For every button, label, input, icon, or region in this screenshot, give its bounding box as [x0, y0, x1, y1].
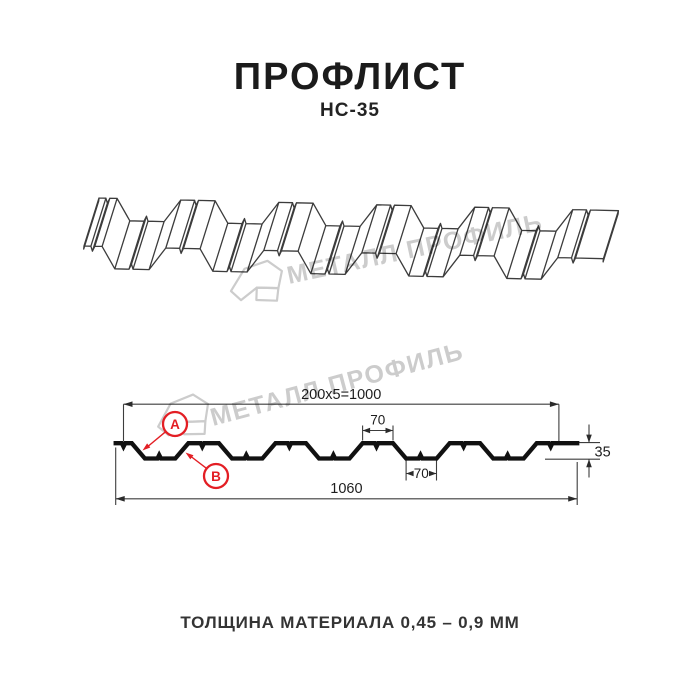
- dim-top-flange-label: 70: [370, 412, 385, 427]
- dim-overall-label: 1060: [330, 481, 362, 497]
- dimension-lines: [115, 403, 600, 505]
- dim-height-label: 35: [595, 445, 611, 461]
- callout-a-leader: [145, 431, 166, 449]
- callout-arrowheads: [142, 443, 194, 460]
- dim-pitch-label: 200x5=1000: [301, 387, 381, 403]
- callout-b-circle: [202, 462, 230, 490]
- cross-section-drawing: 200x5=1000 70 70 35 1060: [113, 387, 611, 505]
- watermark-lower: МЕТАЛЛ ПРОФИЛЬ: [157, 337, 467, 437]
- page-title: ПРОФЛИСТ: [233, 56, 467, 98]
- callout-a-label: А: [170, 417, 180, 432]
- callout-b-label: В: [211, 469, 221, 484]
- callout-a-circle: [161, 410, 189, 438]
- dim-bottom-flange-label: 70: [414, 466, 429, 481]
- section-profile-line: [113, 441, 580, 461]
- dimension-labels: 200x5=1000 70 70 35 1060: [301, 387, 611, 497]
- dim-label-halo: [413, 465, 430, 480]
- page-subtitle: НС-35: [320, 100, 380, 121]
- iso-profile-drawing: [83, 197, 620, 280]
- watermark-text-lower: МЕТАЛЛ ПРОФИЛЬ: [207, 337, 467, 432]
- callouts: А В: [142, 410, 230, 490]
- material-thickness-note: ТОЛЩИНА МАТЕРИАЛА 0,45 – 0,9 ММ: [180, 613, 520, 632]
- metall-profil-logo-icon: [229, 259, 283, 302]
